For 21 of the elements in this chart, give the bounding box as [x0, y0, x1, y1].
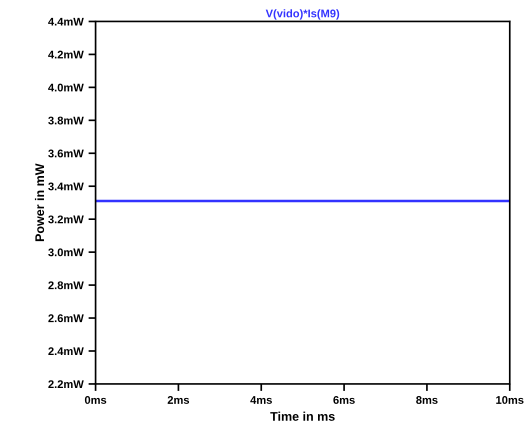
y-tick-label: 3.2mW: [48, 215, 84, 224]
x-tick-label: 6ms: [333, 396, 355, 404]
y-tick-label: 4.2mW: [48, 50, 84, 58]
chart-title: V(vido)*Is(M9): [266, 9, 340, 20]
y-tick-label: 2.4mW: [48, 347, 84, 356]
y-tick-label: 4.4mW: [48, 18, 84, 26]
x-axis-title: Time in ms: [270, 412, 335, 421]
x-tick-label: 2ms: [168, 396, 190, 404]
x-tick-label: 10ms: [496, 396, 524, 404]
y-tick-label: 3.4mW: [48, 182, 84, 190]
y-tick-label: 2.2mW: [48, 380, 84, 388]
y-axis-title: Power in mW: [34, 163, 44, 242]
y-tick-label: 4.0mW: [48, 84, 84, 92]
x-tick-label: 4ms: [250, 396, 272, 404]
y-tick-label: 2.6mW: [48, 314, 84, 322]
y-tick-label: 3.8mW: [48, 116, 84, 124]
x-tick-label: 0ms: [84, 396, 106, 404]
y-tick-label: 2.8mW: [48, 281, 84, 290]
y-tick-label: 3.0mW: [48, 248, 84, 256]
x-tick-label: 8ms: [416, 396, 438, 404]
y-tick-label: 3.6mW: [48, 150, 84, 158]
